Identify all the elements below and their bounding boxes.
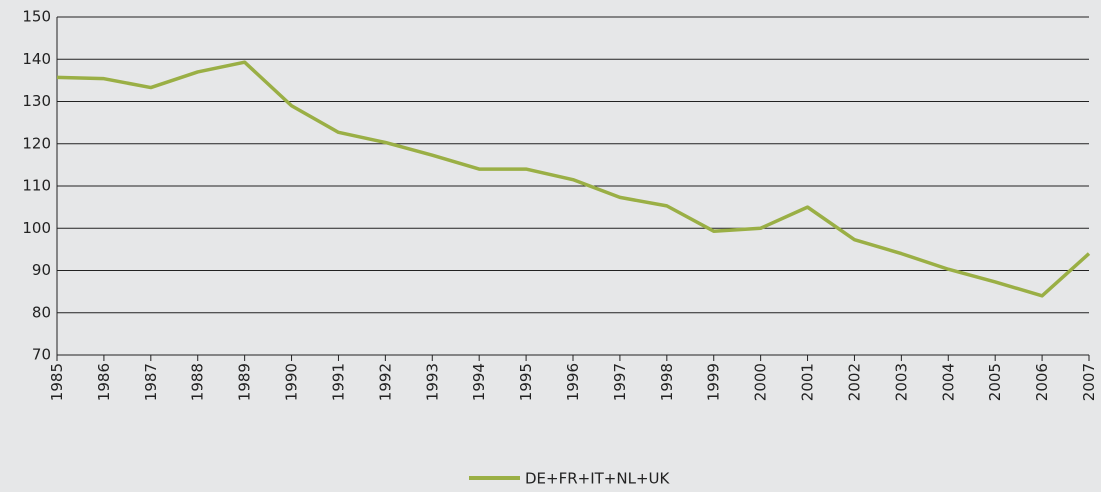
y-tick-label: 140 [22,50,51,68]
x-tick-label: 1994 [470,363,488,401]
x-tick-label: 1987 [142,363,160,401]
x-tick-label: 2007 [1080,363,1098,401]
x-tick-label: 2000 [752,363,770,401]
data-line [56,60,1091,298]
y-tick-label: 90 [32,261,51,279]
x-tick-label: 1988 [189,363,207,401]
y-tick-label: 70 [32,346,51,364]
x-tick-label: 1998 [658,363,676,401]
y-tick-label: 100 [22,219,51,237]
x-tick-label: 1991 [329,363,347,401]
x-tick-label: 1995 [517,363,535,401]
y-tick-label: 110 [22,177,51,195]
x-tick-label: 2005 [986,363,1004,401]
x-tick-label: 1985 [48,363,66,401]
x-tick-label: 2001 [799,363,817,401]
y-tick-label: 80 [32,303,51,321]
x-tick-label: 2003 [892,363,910,401]
x-tick-label: 2002 [845,363,863,401]
x-tick-label: 2004 [939,363,957,401]
x-tick-label: 1989 [236,363,254,401]
y-tick-label: 120 [22,134,51,152]
x-tick-label: 1990 [283,363,301,401]
x-tick-label: 1993 [423,363,441,401]
y-tick-label: 130 [22,92,51,110]
x-tick-label: 1986 [95,363,113,401]
x-tick-label: 1996 [564,363,582,401]
legend-label: DE+FR+IT+NL+UK [525,470,670,488]
x-tick-label: 1999 [705,363,723,401]
x-tick-label: 2006 [1033,363,1051,401]
x-tick-label: 1992 [376,363,394,401]
x-tick-label: 1997 [611,363,629,401]
y-tick-label: 150 [22,8,51,26]
